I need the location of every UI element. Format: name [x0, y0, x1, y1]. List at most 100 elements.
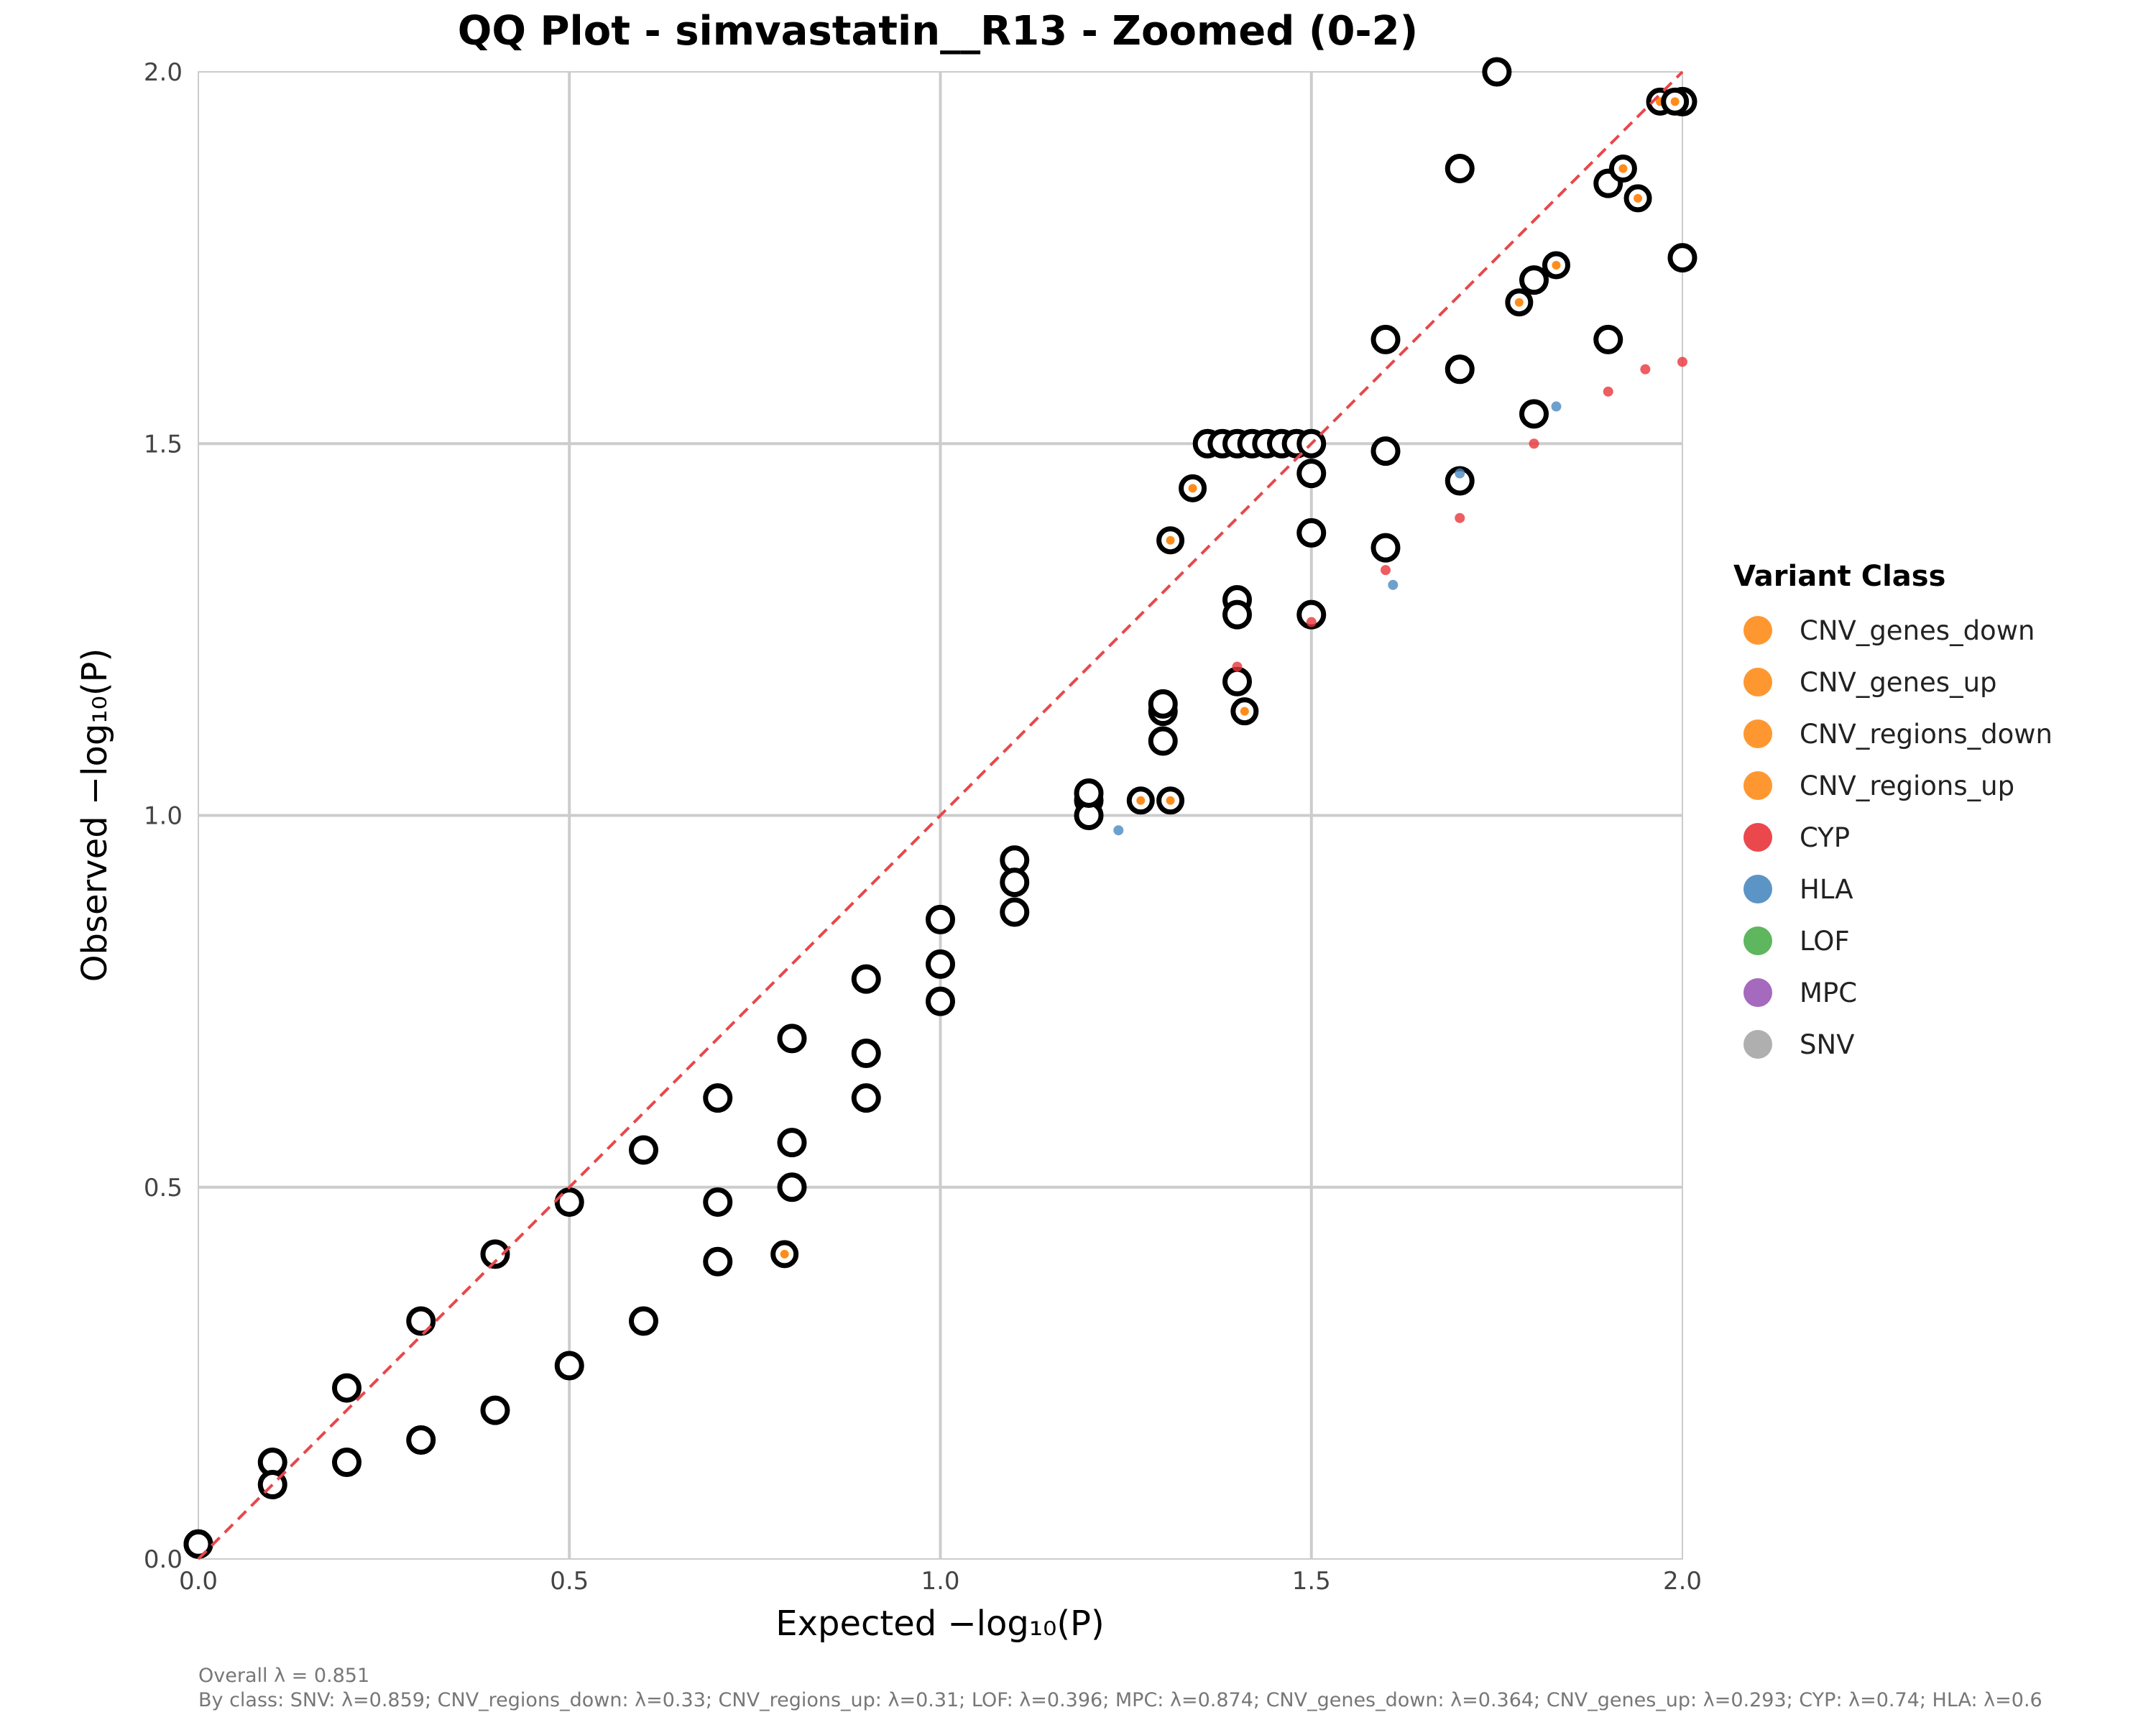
- highlight-point-core: [1166, 535, 1175, 545]
- data-point: [777, 1172, 807, 1202]
- data-point: [1306, 617, 1317, 627]
- data-point: [1148, 726, 1178, 756]
- highlight-point-core: [1514, 298, 1524, 307]
- legend-item: SNV: [1743, 1029, 1854, 1060]
- highlight-point-core: [1618, 164, 1628, 173]
- data-point: [1445, 354, 1475, 385]
- legend-marker: [1743, 823, 1772, 852]
- data-point: [1677, 356, 1687, 367]
- data-point: [480, 1395, 510, 1425]
- legend-label: CYP: [1800, 822, 1850, 853]
- legend-item: CNV_genes_up: [1743, 667, 1997, 698]
- legend-label: CNV_regions_down: [1800, 719, 2053, 750]
- axis-ticks: 0.00.0 0.5 0.5 1.0 1.0 1.5 1.5 2.0 2.0: [144, 58, 1702, 1596]
- data-point: [1148, 689, 1178, 719]
- legend-marker: [1743, 719, 1772, 748]
- series-band: [1192, 428, 1327, 459]
- series-cnv-regions: [703, 86, 1697, 1217]
- data-point: [1222, 666, 1252, 696]
- highlighted-points: [770, 87, 1690, 1269]
- legend-marker: [1743, 771, 1772, 800]
- data-point: [1381, 565, 1391, 576]
- data-point: [1222, 599, 1252, 630]
- data-point: [629, 1135, 658, 1165]
- data-point: [1603, 386, 1613, 397]
- data-point: [1370, 324, 1401, 354]
- legend-label: MPC: [1800, 978, 1857, 1008]
- highlight-point-core: [1188, 484, 1197, 493]
- legend-entries: CNV_genes_down CNV_genes_up CNV_regions_do…: [1743, 615, 2053, 1060]
- data-point: [1000, 868, 1030, 898]
- legend-item: LOF: [1743, 926, 1850, 957]
- x-tick-label: 2.0: [1663, 1567, 1702, 1596]
- data-point: [851, 1083, 881, 1113]
- series-cnv: [183, 57, 1512, 1559]
- legend-label: CNV_genes_down: [1800, 615, 2035, 646]
- data-point: [1296, 518, 1327, 548]
- highlight-point-core: [1670, 97, 1680, 106]
- legend-label: CNV_regions_up: [1800, 770, 2014, 801]
- data-point: [777, 1024, 807, 1054]
- data-point: [926, 986, 955, 1016]
- data-point: [406, 1425, 436, 1455]
- legend-item: CNV_genes_down: [1743, 615, 2035, 646]
- data-point: [1667, 243, 1697, 273]
- legend-title: Variant Class: [1733, 560, 1945, 593]
- data-point: [1640, 364, 1651, 374]
- class-lambda-note: By class: SNV: λ=0.859; CNV_regions_down…: [198, 1689, 2042, 1711]
- data-point: [554, 1351, 584, 1381]
- data-point: [332, 1373, 361, 1403]
- data-point: [1000, 897, 1030, 927]
- data-point: [1519, 265, 1549, 295]
- legend-label: HLA: [1800, 874, 1853, 905]
- y-tick-label: 1.0: [144, 802, 183, 831]
- data-point: [1593, 324, 1623, 354]
- data-points: [183, 57, 1697, 1559]
- y-tick-label: 1.5: [144, 430, 183, 459]
- data-point: [1455, 512, 1465, 523]
- legend: Variant Class CNV_genes_down CNV_genes_up…: [1733, 560, 2053, 1060]
- data-point: [703, 1083, 733, 1113]
- data-point: [926, 949, 955, 979]
- grid-lines: [198, 72, 1682, 1559]
- x-tick-label: 0.5: [550, 1567, 589, 1596]
- data-point: [406, 1306, 436, 1336]
- legend-item: CYP: [1743, 822, 1850, 853]
- legend-marker: [1743, 1030, 1772, 1059]
- legend-item: MPC: [1743, 978, 1857, 1008]
- legend-marker: [1743, 926, 1772, 955]
- highlight-point-core: [1552, 260, 1561, 270]
- data-point: [1519, 399, 1549, 429]
- legend-item: HLA: [1743, 874, 1853, 905]
- data-point: [1388, 579, 1399, 590]
- data-point: [1529, 438, 1539, 449]
- data-point: [1370, 533, 1401, 563]
- legend-item: CNV_regions_down: [1743, 719, 2053, 750]
- x-tick-label: 1.5: [1292, 1567, 1331, 1596]
- highlight-point-core: [780, 1249, 789, 1259]
- series-cyp: [1232, 356, 1687, 672]
- legend-label: CNV_genes_up: [1800, 667, 1997, 698]
- data-point: [1113, 825, 1124, 836]
- y-tick-label: 0.0: [144, 1545, 183, 1574]
- data-point: [1551, 401, 1562, 412]
- legend-marker: [1743, 616, 1772, 645]
- data-point: [480, 1239, 510, 1269]
- y-axis-label: Observed −log₁₀(P): [75, 648, 115, 982]
- series-hla: [1113, 401, 1562, 836]
- y-tick-label: 0.5: [144, 1174, 183, 1202]
- legend-marker: [1743, 668, 1772, 696]
- data-point: [1232, 661, 1243, 672]
- x-tick-label: 0.0: [179, 1567, 218, 1596]
- data-point: [851, 964, 881, 994]
- chart-title: QQ Plot - simvastatin__R13 - Zoomed (0-2…: [458, 8, 1418, 55]
- data-point: [703, 1187, 733, 1217]
- highlight-point-core: [1634, 193, 1643, 203]
- data-point: [1455, 468, 1465, 479]
- data-point: [703, 1246, 733, 1276]
- highlight-point-core: [1136, 796, 1146, 805]
- data-point: [1370, 436, 1401, 466]
- x-tick-label: 1.0: [921, 1567, 959, 1596]
- data-point: [332, 1448, 361, 1478]
- x-axis-label: Expected −log₁₀(P): [775, 1604, 1104, 1644]
